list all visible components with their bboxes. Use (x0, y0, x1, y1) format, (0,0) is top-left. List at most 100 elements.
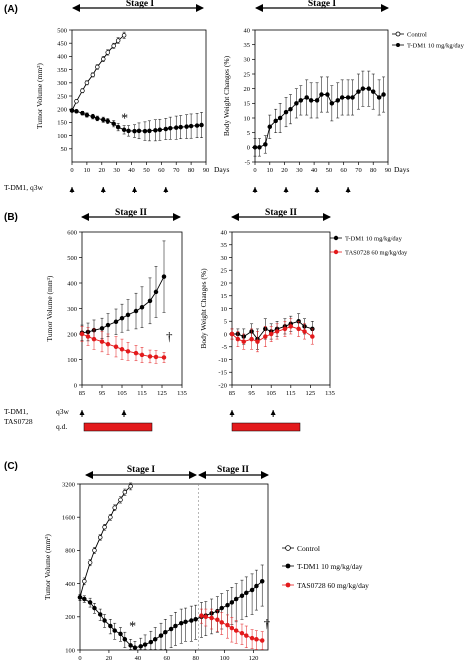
data-point (325, 92, 330, 97)
data-point (229, 600, 235, 605)
legend-a-entry-2: T-DM1 10 mg/kg/day (407, 43, 465, 50)
data-point (249, 635, 255, 641)
stage2-label-b1: Stage II (115, 208, 147, 218)
panel-label-a: (A) (4, 4, 18, 15)
y-tick-label: 30 (221, 255, 228, 262)
y-tick-label: 250 (57, 93, 67, 100)
x-tick-label: 80 (188, 167, 195, 174)
x-tick-label: 95 (248, 390, 255, 397)
y-tick-label: 150 (57, 120, 67, 127)
data-point (95, 64, 100, 70)
data-point (85, 334, 91, 339)
legend-c-entry-3: TAS0728 60 mg/kg/day (297, 581, 369, 590)
data-point (153, 289, 159, 295)
significance-marker: * (121, 111, 128, 126)
data-point (219, 620, 224, 625)
data-point (194, 123, 200, 128)
y-tick-label: 400 (65, 581, 75, 588)
data-point (161, 274, 167, 279)
data-point (255, 339, 260, 344)
dose-arrows-b (79, 410, 276, 417)
y-tick-label: 25 (244, 71, 251, 78)
legend-marker-tdm1-a (396, 43, 400, 47)
data-point (112, 628, 117, 633)
data-point (113, 344, 119, 350)
data-point (263, 142, 268, 147)
data-point (345, 95, 351, 100)
y-tick-label: 350 (57, 67, 67, 74)
data-point (87, 560, 93, 565)
data-point (132, 645, 138, 650)
data-point (95, 116, 100, 121)
x-tick-label: 20 (99, 167, 106, 174)
data-point (111, 43, 116, 49)
data-point (121, 127, 127, 133)
data-point (239, 593, 245, 599)
data-point (115, 38, 121, 43)
data-point (252, 145, 258, 150)
x-tick-label: 50 (326, 167, 333, 174)
x-tick-label: 135 (325, 390, 335, 397)
y-tick-label: 35 (221, 242, 228, 249)
y-axis-label: Body Weight Changes (%) (199, 268, 208, 349)
data-point (288, 324, 294, 329)
data-point (136, 128, 142, 134)
x-tick-label: 20 (106, 655, 113, 662)
data-point (259, 638, 265, 643)
data-point (319, 92, 324, 97)
x-tick-label: 85 (229, 390, 236, 397)
panel-label-b: (B) (4, 212, 18, 223)
x-tick-label: 135 (177, 390, 187, 397)
y-axis-label: Tumor Volume (mm³) (43, 534, 52, 600)
data-point (239, 630, 245, 636)
significance-marker: † (166, 328, 173, 343)
data-point (118, 631, 123, 637)
data-point (118, 497, 123, 503)
stage1-label-c: Stage I (127, 465, 156, 475)
x-tick-label: 50 (143, 167, 150, 174)
data-point (244, 590, 249, 596)
chart-a-body: 0 10 20 30 40 50 60 70 80 90-50510152025303540Bod… (222, 27, 391, 174)
x-tick-label: 90 (385, 167, 392, 174)
data-point (350, 95, 355, 100)
data-point (233, 628, 239, 633)
data-point (267, 124, 273, 130)
legend-a: Control T-DM1 10 mg/kg/day (392, 32, 465, 50)
data-point (257, 145, 262, 150)
y-tick-label: 5 (247, 130, 250, 137)
data-point (99, 339, 105, 344)
chart-b-tumor: 85 95 105 115 125 135 0 100 200 300 400 500 600 Tumor… (45, 229, 187, 397)
data-point (105, 341, 111, 347)
data-point (173, 125, 179, 130)
x-tick-label: 125 (157, 390, 167, 397)
legend-c-entry-2: T-DM1 10 mg/kg/day (297, 562, 363, 571)
x-tick-label: 120 (249, 655, 259, 662)
legend-c: Control T-DM1 10 mg/kg/day TAS0728 60 mg… (282, 544, 369, 590)
y-tick-label: 0 (247, 145, 250, 152)
data-point (105, 118, 110, 124)
data-point (254, 583, 259, 589)
data-point (259, 579, 265, 584)
x-tick-label: 105 (266, 390, 276, 397)
y-tick-label: 200 (67, 331, 77, 338)
series-line (81, 276, 165, 334)
x-tick-label: 100 (220, 655, 230, 662)
data-point (102, 524, 107, 530)
y-tick-label: 10 (221, 306, 228, 313)
y-tick-label: 200 (65, 614, 75, 621)
data-point (183, 619, 188, 625)
data-point (370, 89, 376, 94)
data-point (90, 114, 96, 119)
data-point (329, 101, 335, 106)
y-tick-label: -10 (218, 357, 227, 364)
y-tick-label: -5 (222, 344, 227, 351)
data-point (178, 124, 183, 130)
y-tick-label: 600 (67, 229, 77, 236)
y-tick-label: 20 (244, 86, 251, 93)
plot-frame (81, 231, 183, 386)
y-tick-label: 35 (244, 42, 251, 49)
panel-label-c: (C) (4, 461, 18, 472)
x-tick-label: 40 (311, 167, 318, 174)
data-point (115, 124, 121, 130)
y-tick-label: 100 (65, 647, 75, 654)
